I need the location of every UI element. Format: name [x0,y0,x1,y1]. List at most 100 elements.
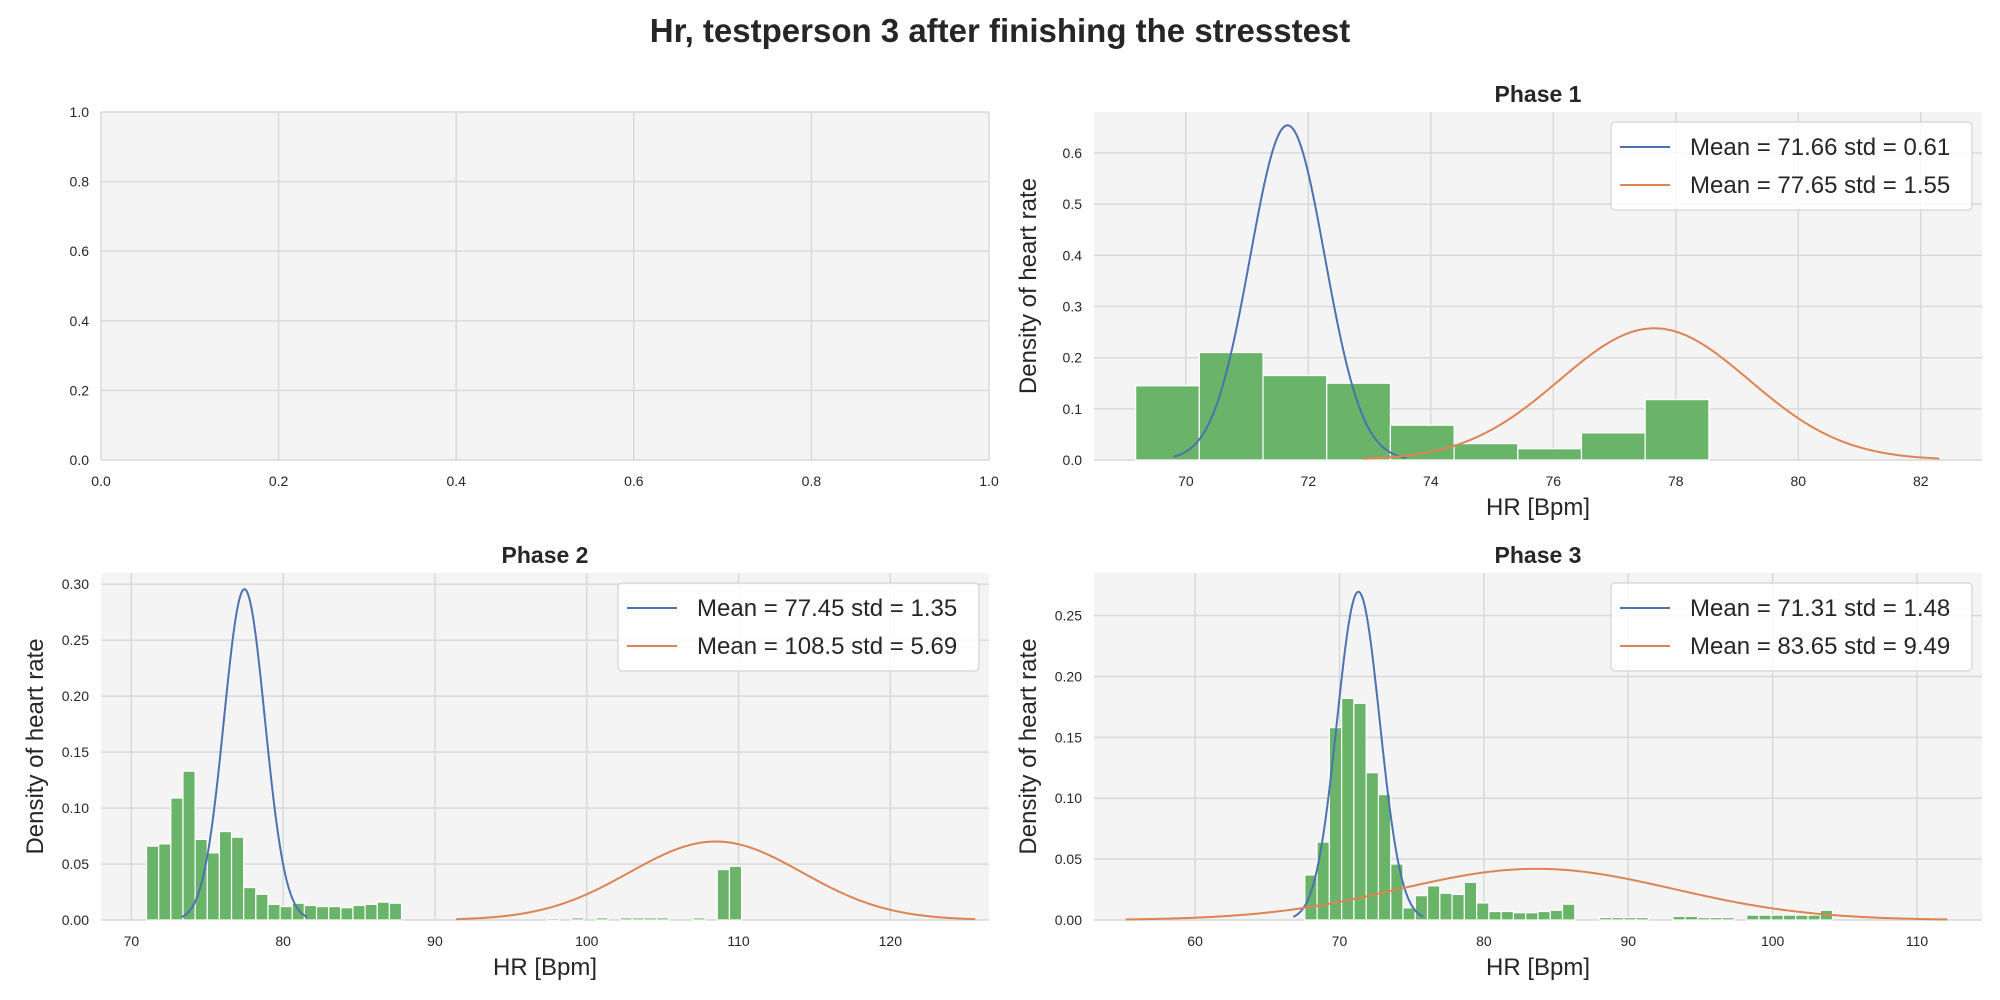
histogram-bar [595,917,609,921]
y-tick-label: 0.10 [62,800,89,816]
x-tick-label: 70 [124,933,140,949]
y-tick-label: 0.20 [62,688,89,704]
histogram-bar [291,902,306,921]
y-tick-label: 0.3 [1063,298,1083,314]
legend-box [1610,121,1973,211]
histogram-bar [1580,432,1646,461]
x-tick-label: 90 [1620,933,1636,949]
histogram-bar [1635,916,1650,921]
y-tick-label: 0.00 [62,912,89,928]
x-tick-label: 82 [1913,473,1929,489]
histogram-bar [267,903,281,921]
x-tick-label: 0.4 [446,473,466,489]
histogram-bar [230,836,245,921]
x-tick-label: 120 [879,933,903,949]
y-tick-label: 1.0 [70,104,90,120]
histogram-bar [728,865,743,921]
x-tick-label: 80 [1476,933,1492,949]
histogram-bar [716,869,731,921]
histogram-bar [1451,893,1465,921]
histogram-bar [546,917,561,921]
histogram-bar [1709,916,1723,921]
histogram-bar [145,845,160,921]
histogram-bar [1517,448,1583,461]
histogram-bar [1525,912,1539,921]
histogram-bar [1377,793,1392,921]
x-tick-label: 76 [1546,473,1562,489]
histogram-bar [1365,772,1380,921]
histogram-bar [570,917,585,921]
x-tick-label: 0.6 [624,473,644,489]
legend: Mean = 71.66 std = 0.61 Mean = 77.65 std … [1610,121,1973,211]
histogram-bar [1476,902,1490,921]
x-tick-label: 60 [1187,933,1203,949]
histogram-bar [1326,382,1392,461]
subplot-1: 0.0 0.2 0.4 0.6 0.8 1.0 0.0 0.2 0.4 0.6 0.8 1.0 [70,104,999,489]
histogram-bar [1598,916,1613,921]
x-tick-label: 100 [575,933,599,949]
y-tick-label: 0.05 [1055,851,1082,867]
subplot-4: 60 70 80 90 100 110 0.00 0.05 0.10 0.15 0.20 0.25 Ph… [1015,542,1982,981]
histogram-bar [1500,910,1515,921]
histogram-bar [1696,916,1711,921]
normal-curve-1 [1292,590,1424,918]
histogram-bar [255,893,269,921]
legend: Mean = 71.31 std = 1.48 Mean = 83.65 std … [1610,582,1973,672]
subplot-title: Phase 3 [1495,542,1582,568]
x-tick-label: 1.0 [979,473,999,489]
legend-label: Mean = 108.5 std = 5.69 [697,633,957,660]
y-tick-label: 0.8 [70,174,90,190]
legend-box [617,582,980,672]
x-tick-label: 78 [1668,473,1684,489]
histogram-bar [1328,727,1343,921]
histogram-bar [206,852,220,921]
normal-curve-2 [1363,327,1940,460]
histogram-bar [1795,914,1809,921]
histogram-bar [1807,914,1821,921]
y-tick-label: 0.0 [1063,452,1083,468]
legend: Mean = 77.45 std = 1.35 Mean = 108.5 std … [617,582,980,672]
x-axis-label: HR [Bpm] [493,954,597,981]
histogram-bar [194,838,208,921]
histogram-bar [1549,909,1564,921]
histogram-bar [388,902,403,921]
histogram-bar [303,904,318,921]
y-tick-label: 0.1 [1063,401,1083,417]
x-tick-label: 70 [1178,473,1194,489]
y-tick-label: 0.5 [1063,196,1083,212]
y-tick-label: 0.15 [62,744,89,760]
subplot-3: 70 80 90 100 110 120 0.00 0.05 0.10 0.15 0.20 0.25 0… [22,542,989,981]
x-tick-label: 72 [1301,473,1317,489]
legend-label: Mean = 71.31 std = 1.48 [1690,595,1950,622]
histogram-bar [1644,399,1710,461]
histogram-bar [1453,443,1519,461]
legend-box [1610,582,1973,672]
histogram-bar [1341,697,1355,921]
legend-label: Mean = 71.66 std = 0.61 [1690,134,1950,161]
histogram-bar [1623,916,1637,921]
histogram-bar [1770,914,1785,921]
y-tick-label: 0.4 [70,313,90,329]
histogram-bar [1561,903,1576,921]
figure-title: Hr, testperson 3 after finishing the str… [649,12,1351,49]
histogram-bar [1746,914,1760,921]
histogram-bar [328,905,342,921]
histogram-bar [1353,702,1367,921]
histogram-bar [1198,351,1264,461]
histogram-bar [376,901,391,921]
histogram-bar [1135,385,1200,461]
y-axis-label: Density of heart rate [22,638,49,854]
histogram-bar [1721,916,1735,921]
histogram-bar [243,886,257,921]
x-tick-label: 0.2 [269,473,289,489]
histogram-bar [1488,910,1502,921]
x-tick-label: 70 [1332,933,1348,949]
y-tick-label: 0.4 [1063,247,1083,263]
histogram-bar [1611,916,1625,921]
histogram-bar [631,917,646,921]
y-tick-label: 0.2 [1063,350,1083,366]
normal-curve-2 [456,840,976,921]
y-tick-label: 0.00 [1055,912,1082,928]
y-tick-label: 0.25 [1055,608,1082,624]
y-tick-label: 0.20 [1055,668,1082,684]
